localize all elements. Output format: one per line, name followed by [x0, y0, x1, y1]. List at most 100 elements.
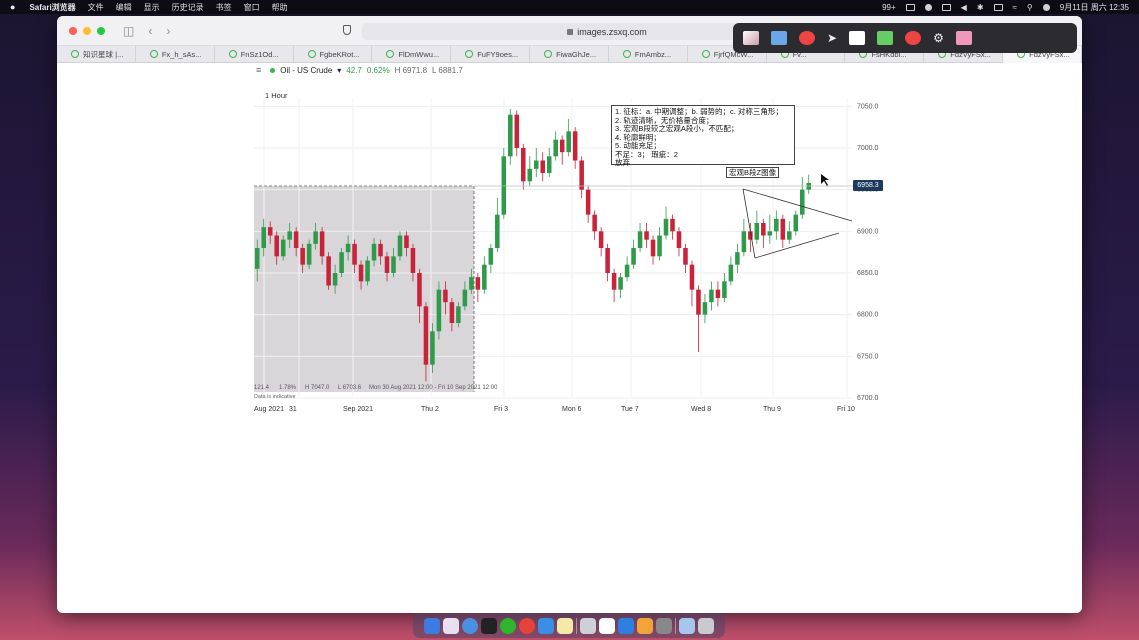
control-center-icon[interactable] [1042, 3, 1050, 11]
eraser-icon[interactable] [955, 31, 972, 45]
battery-icon[interactable] [993, 3, 1003, 11]
candle-body [326, 256, 331, 286]
feishu-icon[interactable] [618, 617, 634, 634]
interval-label[interactable]: 1 Hour [265, 91, 288, 100]
menu-bookmarks[interactable]: 书签 [215, 2, 232, 12]
dock [413, 613, 725, 638]
qq-icon[interactable] [481, 617, 497, 634]
settings-icon[interactable]: ⚙ [933, 31, 944, 45]
candle-body [696, 289, 701, 315]
forward-icon[interactable]: › [166, 23, 171, 38]
dock-separator [675, 617, 676, 634]
candle-body [741, 231, 747, 253]
candle-body [566, 131, 571, 153]
launchpad-icon[interactable] [443, 617, 459, 634]
status-icon[interactable] [924, 3, 932, 11]
candle-body [391, 256, 396, 273]
chevron-down-icon[interactable]: ▾ [337, 65, 342, 75]
lock-icon [567, 28, 574, 35]
wifi-icon[interactable]: ≈ [1012, 2, 1017, 12]
change-percent: 0.62% [366, 65, 390, 75]
clock-text[interactable]: 9月11日 周六 12:35 [1059, 2, 1129, 12]
back-icon[interactable]: ‹ [148, 23, 153, 38]
window-controls [69, 26, 105, 35]
notes-icon[interactable] [557, 617, 573, 634]
candle-body [618, 277, 623, 290]
minimize-button[interactable] [83, 26, 91, 35]
apple-icon[interactable]: ● [10, 2, 16, 12]
pen-tool-icon[interactable] [743, 31, 759, 45]
highlighter-icon[interactable] [877, 31, 894, 45]
search-icon[interactable]: ⚲ [1026, 2, 1033, 12]
menu-help[interactable]: 帮助 [271, 2, 288, 12]
trash-icon[interactable] [698, 617, 714, 634]
safari-icon[interactable] [462, 617, 478, 634]
candle-body [644, 231, 649, 240]
sidebar-icon[interactable]: ◫ [123, 23, 135, 38]
x-tick-label: Fri 3 [494, 406, 508, 413]
tab-icon [149, 50, 158, 58]
address-bar[interactable]: images.zsxq.com [362, 23, 852, 40]
overlay-stat-4: L 6703.6 [338, 385, 362, 391]
menu-window[interactable]: 窗口 [243, 2, 260, 12]
draw-icon[interactable] [637, 617, 653, 634]
color-tool-icon[interactable] [799, 31, 815, 45]
menu-file[interactable]: 文件 [87, 2, 104, 12]
rectangle-tool-icon[interactable] [849, 31, 866, 45]
price-chart[interactable]: 7050.07000.06950.06900.06850.06800.06750… [57, 63, 1082, 423]
pointer-icon[interactable]: ➤ [827, 31, 838, 45]
finder-icon[interactable] [424, 617, 440, 634]
tab[interactable]: FgbeKRot... [294, 45, 373, 63]
candle-body [761, 223, 766, 236]
candle-body [748, 231, 753, 240]
tab[interactable]: 知识星球 |... [57, 45, 136, 63]
candle-body [676, 231, 682, 248]
menu-view[interactable]: 显示 [143, 2, 160, 12]
close-button[interactable] [69, 26, 77, 35]
menu-edit[interactable]: 编辑 [115, 2, 132, 12]
downloads-icon[interactable] [679, 617, 695, 634]
dingtalk-icon[interactable] [538, 617, 554, 634]
analysis-note: 1. 征标：a. 中期调整；b. 弱势的；c. 对称三角形； 2. 轨迹清晰，无… [611, 105, 795, 167]
note-line: 1. 征标：a. 中期调整；b. 弱势的；c. 对称三角形； [615, 107, 783, 116]
record-icon[interactable] [905, 31, 922, 45]
tab[interactable]: FjrfQMcW... [688, 45, 767, 63]
x-tick-label: Fri 10 [837, 406, 855, 413]
candle-body [799, 189, 805, 215]
candle-body [384, 256, 390, 273]
candle-body [592, 214, 597, 232]
shape-tool-icon[interactable] [771, 31, 787, 45]
tab[interactable]: Fx_h_sAs... [136, 45, 215, 63]
volume-icon[interactable]: ◀ [960, 2, 967, 12]
notification-badge[interactable]: 99+ [882, 2, 896, 12]
screen-icon[interactable] [905, 3, 915, 11]
candle-body [611, 273, 617, 290]
note-line: 3. 宏观B段较之宏观A段小，不匹配； [615, 124, 739, 133]
notion-icon[interactable] [599, 617, 615, 634]
preview-icon[interactable] [580, 617, 596, 634]
app-menu[interactable]: Safari浏览器 [29, 2, 76, 12]
tab[interactable]: FuFY9oes... [451, 45, 531, 63]
display-icon[interactable] [941, 3, 951, 11]
bluetooth-icon[interactable]: ✱ [976, 2, 984, 12]
zoom-button[interactable] [97, 26, 105, 35]
tab[interactable]: FnSz1Od... [215, 45, 294, 63]
tab-icon [71, 50, 79, 58]
x-tick-label: Wed 8 [691, 406, 711, 413]
chrome-icon[interactable] [519, 617, 535, 634]
display-icon[interactable] [656, 617, 672, 634]
browser-toolbar: ◫ ‹ › images.zsxq.com ➤ ⚙ [57, 16, 1082, 53]
x-tick-label: Sep 2021 [343, 406, 373, 413]
candle-body [683, 248, 688, 265]
tab[interactable]: FiwaGhJe... [530, 45, 609, 63]
privacy-shield-icon[interactable] [343, 25, 351, 35]
tab-icon [701, 50, 710, 58]
candle-body [365, 260, 370, 282]
tab[interactable]: FlDmWwu... [372, 45, 452, 63]
wechat-icon[interactable] [500, 617, 516, 634]
symbol-name[interactable]: Oil - US Crude [280, 65, 333, 75]
menu-icon[interactable]: ≡ [256, 65, 262, 75]
menu-history[interactable]: 历史记录 [171, 2, 204, 12]
tab[interactable]: FmAmbz... [609, 45, 688, 63]
candle-body [404, 235, 409, 248]
